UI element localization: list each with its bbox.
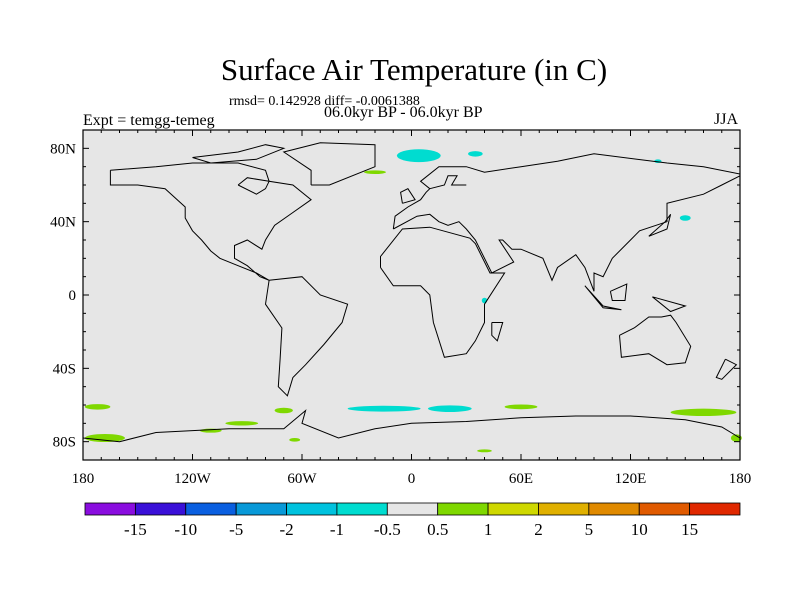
experiment-label: Expt = temgg-temeg <box>83 112 215 129</box>
anomaly-patches <box>84 149 742 453</box>
anomaly-patch <box>468 151 483 157</box>
colorbar-label: 5 <box>585 520 594 539</box>
colorbar-box <box>588 502 640 516</box>
plot-title: Surface Air Temperature (in C) <box>220 52 608 87</box>
map-background <box>83 130 740 460</box>
coastlines <box>82 142 741 443</box>
lon-label: 180 <box>729 471 752 487</box>
anomaly-patch <box>274 407 293 414</box>
colorbar-box <box>437 502 489 516</box>
coastline-new-guinea <box>652 296 687 313</box>
anomaly-patch <box>679 215 691 221</box>
axis-ticks <box>82 129 741 461</box>
coastline-arctic-islands <box>192 144 286 164</box>
stats-subtitle: rmsd= 0.142928 diff= -0.0061388 <box>229 94 420 109</box>
coastline-new-zealand <box>715 358 738 380</box>
colorbar-box <box>386 502 439 516</box>
coastline-hudson-bay <box>237 177 270 195</box>
anomaly-patch <box>504 404 538 410</box>
colorbar-label: -2 <box>279 520 293 539</box>
anomaly-patch <box>730 434 742 442</box>
colorbar-box <box>689 502 741 516</box>
anomaly-patch <box>347 405 421 412</box>
anomaly-patch <box>289 438 301 442</box>
lon-label: 0 <box>408 471 416 487</box>
colorbar-box <box>638 502 691 516</box>
coastline-borneo <box>609 283 628 301</box>
lat-label: 0 <box>69 288 77 304</box>
colorbar-box <box>286 502 338 516</box>
colorbar-box <box>538 502 590 516</box>
colorbar-label: -1 <box>330 520 344 539</box>
anomaly-patch <box>427 405 472 412</box>
coastline-british-isles <box>400 188 416 204</box>
colorbar-box <box>235 502 287 516</box>
lat-label: 40S <box>53 361 76 377</box>
lat-label: 80N <box>50 141 76 157</box>
colorbar-box <box>487 502 539 516</box>
axis-labels: 80N 40N 0 40S 80S 180 120W 60W 0 60E 120E 180 <box>50 141 751 487</box>
colorbar-label: -5 <box>229 520 243 539</box>
anomaly-patch <box>670 408 737 417</box>
lon-label: 180 <box>72 471 95 487</box>
colorbar-label: 0.5 <box>427 520 448 539</box>
season-label: JJA <box>714 111 739 128</box>
anomaly-patch <box>84 433 125 443</box>
colorbar-label: -15 <box>124 520 147 539</box>
coastline-greenland <box>282 142 376 186</box>
coastline-antarctica <box>82 409 741 443</box>
coastline-south-america <box>264 276 349 397</box>
lat-label: 40N <box>50 215 76 231</box>
lon-label: 120E <box>615 471 647 487</box>
colorbar-box <box>336 502 388 516</box>
coastline-sumatra-java <box>584 285 622 311</box>
lon-label: 60E <box>509 471 533 487</box>
anomaly-patch <box>84 404 111 410</box>
coastline-eurasia <box>392 153 741 292</box>
colorbar-box <box>185 502 237 516</box>
anomaly-patch <box>477 449 492 453</box>
coastline-australia <box>619 314 692 366</box>
colorbar: -15 -10 -5 -2 -1 -0.5 0.5 1 2 5 10 15 <box>84 502 741 539</box>
period-subtitle: 06.0kyr BP - 06.0kyr BP <box>324 104 483 121</box>
lon-label: 60W <box>287 471 317 487</box>
colorbar-box <box>84 502 136 516</box>
coastline-north-america <box>109 162 312 281</box>
lat-label: 80S <box>53 435 76 451</box>
colorbar-label: 2 <box>534 520 543 539</box>
colorbar-box <box>134 502 187 516</box>
colorbar-label: 10 <box>631 520 648 539</box>
colorbar-label: 15 <box>681 520 698 539</box>
anomaly-patch <box>225 421 259 426</box>
coastline-madagascar <box>491 322 504 342</box>
colorbar-label: -0.5 <box>374 520 401 539</box>
lon-label: 120W <box>174 471 212 487</box>
anomaly-patch <box>364 170 386 175</box>
coastline-scandinavia-baltic <box>429 175 467 190</box>
anomaly-patch <box>396 149 441 163</box>
colorbar-label: -10 <box>174 520 197 539</box>
coastline-japan <box>648 214 672 237</box>
coastline-africa <box>380 226 506 358</box>
colorbar-label: 1 <box>484 520 493 539</box>
